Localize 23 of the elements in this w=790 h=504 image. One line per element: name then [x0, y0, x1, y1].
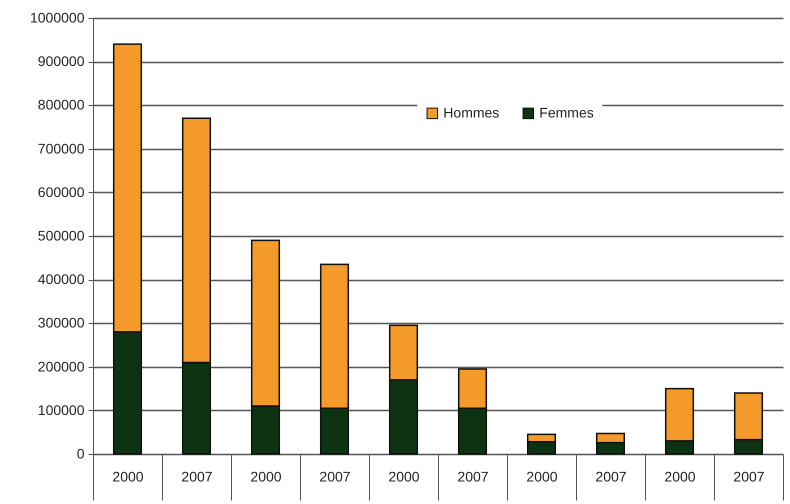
y-tick-label: 700000: [38, 140, 85, 156]
y-tick-label: 900000: [38, 53, 85, 70]
y-tick-label: 800000: [38, 96, 85, 113]
x-tick-label: 2007: [457, 468, 489, 484]
y-tick-label: 0: [76, 446, 85, 462]
y-tick-label: 1000000: [30, 10, 85, 26]
x-tick-label: 2000: [250, 468, 282, 484]
x-tick-label: 2007: [595, 468, 627, 484]
y-tick-label: 100000: [38, 402, 85, 418]
x-tick-label: 2007: [319, 468, 351, 484]
y-tick-label: 600000: [38, 184, 85, 200]
y-tick-label: 300000: [38, 314, 85, 331]
legend-label: Hommes: [443, 104, 500, 120]
legend-label: Femmes: [539, 104, 594, 120]
y-tick-label: 200000: [38, 358, 85, 374]
x-tick-label: 2007: [733, 468, 765, 484]
x-tick-label: 2000: [388, 468, 420, 484]
x-tick-label: 2000: [526, 468, 558, 484]
x-tick-label: 2000: [664, 468, 696, 484]
x-tick-label: 2000: [112, 468, 144, 484]
x-tick-label: 2007: [181, 468, 213, 484]
y-tick-label: 400000: [38, 271, 85, 288]
y-tick-label: 500000: [38, 228, 85, 244]
